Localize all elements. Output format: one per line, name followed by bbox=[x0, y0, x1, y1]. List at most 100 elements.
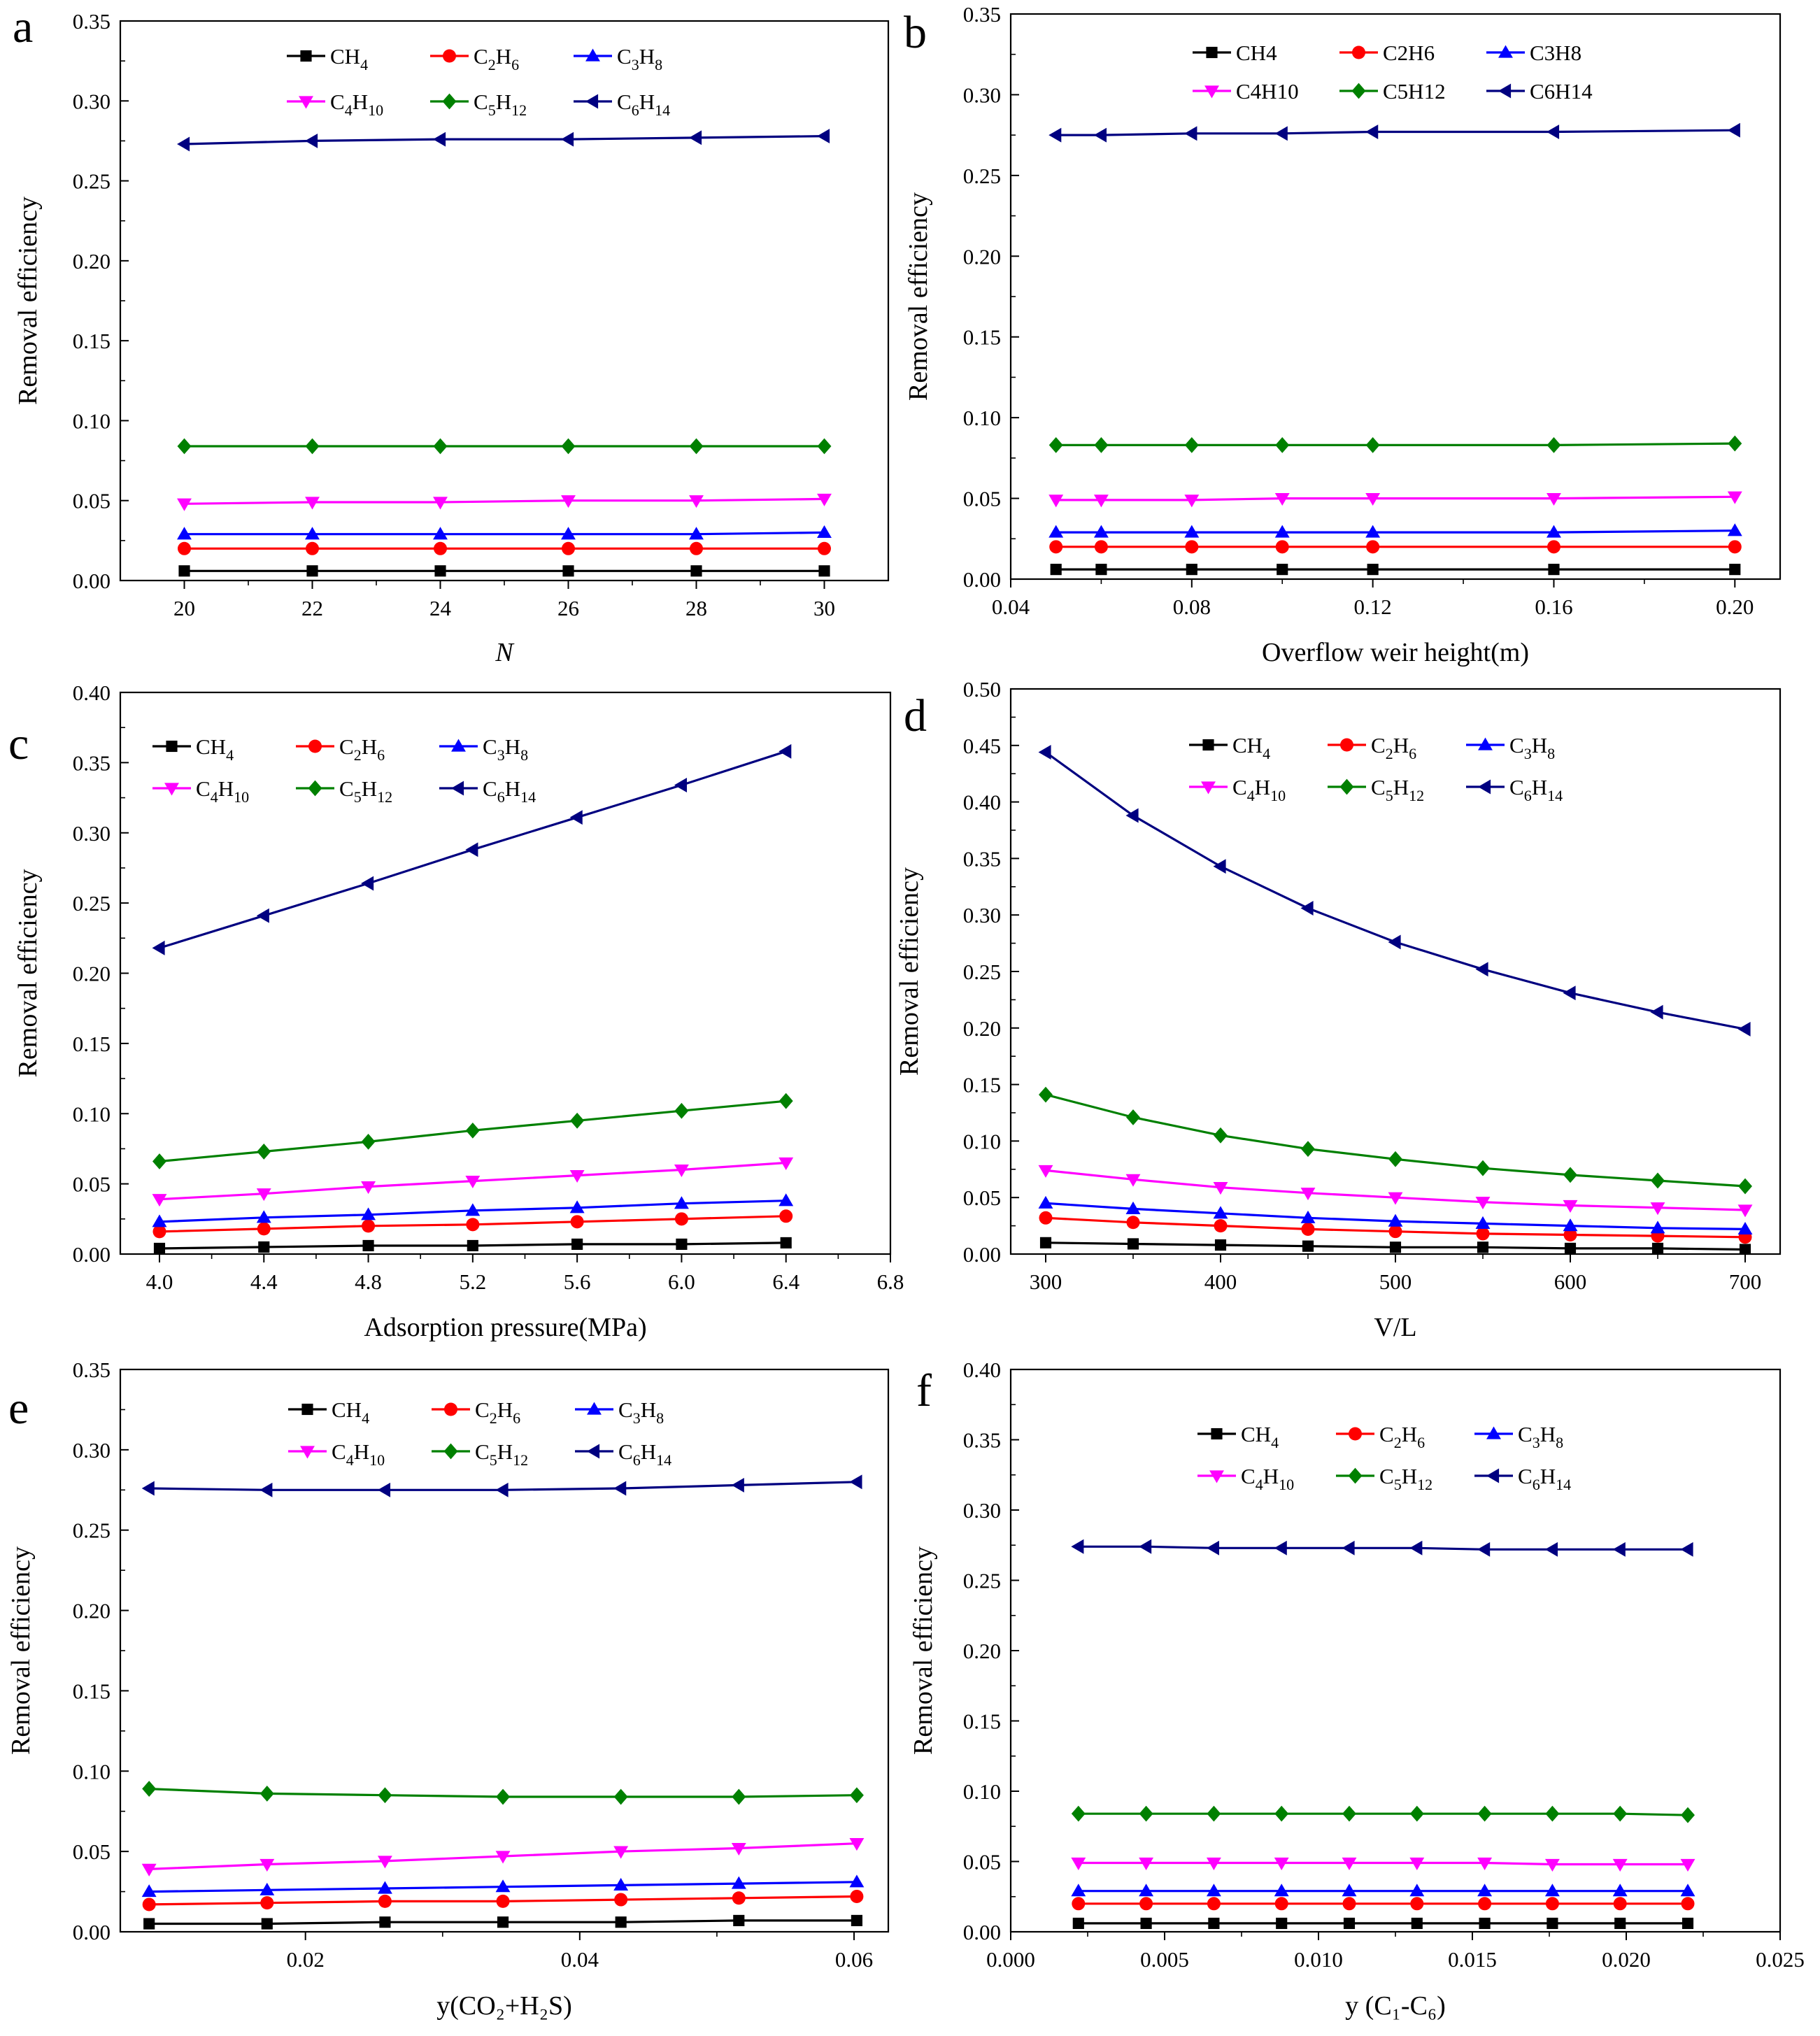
data-point-c3h8 bbox=[849, 1874, 865, 1888]
x-tick-label: 0.08 bbox=[1173, 595, 1211, 619]
x-axis-label: V/L bbox=[1374, 1313, 1416, 1342]
legend-marker-c4h10 bbox=[1204, 85, 1219, 99]
data-point-c2h6 bbox=[1139, 1897, 1153, 1911]
series-line-c4h10 bbox=[184, 497, 825, 505]
data-point-c4h10 bbox=[1365, 492, 1381, 506]
data-point-c6h14 bbox=[377, 1482, 391, 1497]
legend-marker-c6h14 bbox=[587, 1444, 600, 1459]
legend: CH4 C2H6 C3H8 C4H10 C5H12 C6H14 bbox=[1189, 733, 1563, 804]
data-point-c5h12 bbox=[561, 438, 576, 455]
y-tick-label: 0.15 bbox=[73, 1032, 111, 1056]
x-axis-label: Overflow weir height(m) bbox=[1262, 638, 1529, 667]
data-point-c2h6 bbox=[570, 1215, 584, 1229]
data-point-ch4 bbox=[258, 1241, 270, 1253]
data-point-ch4 bbox=[306, 565, 318, 577]
data-point-c6h14 bbox=[465, 842, 478, 857]
data-point-c3h8 bbox=[377, 1881, 392, 1894]
data-point-ch4 bbox=[261, 1918, 273, 1930]
legend-marker-c4h10 bbox=[164, 783, 179, 796]
y-tick-label: 0.35 bbox=[963, 2, 1001, 27]
panel-f: f 0.00 0.05 0.10 0.15 0.20 0.25 0.30 0.35 0.40 0.… bbox=[909, 1358, 1805, 2021]
data-point-c4h10 bbox=[1048, 494, 1064, 508]
data-point-c5h12 bbox=[1613, 1805, 1628, 1822]
data-point-c6h14 bbox=[1206, 1540, 1219, 1556]
y-tick-label: 0.05 bbox=[963, 1850, 1001, 1874]
x-tick-label: 0.015 bbox=[1448, 1947, 1497, 1972]
data-point-c5h12 bbox=[257, 1144, 271, 1160]
data-point-c3h8 bbox=[1365, 525, 1381, 538]
data-point-c5h12 bbox=[1207, 1805, 1221, 1822]
data-point-c6h14 bbox=[1612, 1542, 1626, 1557]
y-tick-label: 0.10 bbox=[73, 1102, 111, 1126]
data-point-ch4 bbox=[1682, 1917, 1694, 1930]
data-point-ch4 bbox=[1739, 1244, 1751, 1254]
y-axis-label: Removal efficiency bbox=[904, 192, 933, 401]
legend-marker-c6h14 bbox=[585, 94, 599, 109]
data-point-c3h8 bbox=[674, 1196, 689, 1209]
legend-marker-c5h12 bbox=[443, 1443, 458, 1460]
data-point-c5h12 bbox=[570, 1112, 585, 1129]
data-point-c2h6 bbox=[1545, 1897, 1559, 1911]
data-point-c4h10 bbox=[1612, 1858, 1628, 1872]
data-point-c6h14 bbox=[731, 1477, 744, 1493]
data-point-c3h8 bbox=[1680, 1884, 1695, 1897]
data-point-ch4 bbox=[1477, 1241, 1489, 1253]
legend-marker-c6h14 bbox=[1486, 1468, 1500, 1483]
data-point-c6h14 bbox=[1038, 745, 1051, 760]
data-point-c6h14 bbox=[1544, 1542, 1558, 1557]
data-point-c2h6 bbox=[1185, 540, 1199, 554]
data-point-ch4 bbox=[562, 565, 574, 577]
y-tick-label: 0.05 bbox=[73, 1172, 111, 1197]
panel-letter: f bbox=[916, 1365, 932, 1416]
data-point-c5h12 bbox=[1728, 435, 1742, 452]
data-point-ch4 bbox=[676, 1238, 688, 1251]
data-point-c2h6 bbox=[1094, 540, 1108, 554]
data-point-c4h10 bbox=[465, 1176, 481, 1189]
y-tick-label: 0.00 bbox=[73, 1920, 111, 1944]
data-point-c6h14 bbox=[1388, 934, 1401, 950]
data-point-c5h12 bbox=[1071, 1805, 1086, 1822]
y-tick-label: 0.10 bbox=[963, 1779, 1001, 1804]
data-point-ch4 bbox=[1214, 1239, 1227, 1251]
plot-area bbox=[177, 129, 832, 577]
x-tick-label: 0.20 bbox=[1716, 595, 1754, 619]
y-tick-label: 0.25 bbox=[963, 960, 1001, 984]
data-point-ch4 bbox=[1564, 1242, 1577, 1254]
data-point-c4h10 bbox=[260, 1858, 275, 1872]
data-point-c3h8 bbox=[1388, 1213, 1403, 1227]
panel-c: c 0.00 0.05 0.10 0.15 0.20 0.25 0.30 0.35 0.40 4.… bbox=[8, 681, 904, 1342]
data-point-c2h6 bbox=[1728, 540, 1742, 554]
data-point-c2h6 bbox=[850, 1889, 864, 1903]
legend-label-c5h12: C5H12 bbox=[475, 1439, 528, 1469]
legend-label-c2h6: C2H6 bbox=[1383, 41, 1435, 65]
legend-label-c3h8: C3H8 bbox=[1518, 1422, 1563, 1451]
y-axis-label: Removal efficiency bbox=[13, 869, 43, 1078]
y-tick-label: 0.30 bbox=[73, 1438, 111, 1462]
x-tick-label: 0.06 bbox=[835, 1947, 873, 1972]
data-point-ch4 bbox=[1186, 564, 1197, 576]
data-point-c3h8 bbox=[1475, 1216, 1491, 1229]
data-point-c5h12 bbox=[177, 438, 192, 455]
data-point-ch4 bbox=[1343, 1917, 1356, 1930]
data-point-ch4 bbox=[1127, 1238, 1139, 1250]
data-point-c5h12 bbox=[496, 1788, 511, 1805]
legend-marker-c6h14 bbox=[451, 781, 464, 796]
data-point-c6h14 bbox=[817, 129, 830, 144]
data-point-c3h8 bbox=[1737, 1221, 1753, 1235]
y-tick-label: 0.15 bbox=[73, 329, 111, 353]
data-point-c5h12 bbox=[1681, 1807, 1695, 1823]
y-tick-label: 0.35 bbox=[963, 846, 1001, 871]
y-tick-label: 0.05 bbox=[73, 1839, 111, 1864]
x-tick-label: 0.000 bbox=[986, 1947, 1035, 1972]
y-tick-label: 0.15 bbox=[73, 1679, 111, 1703]
data-point-c2h6 bbox=[434, 541, 447, 555]
data-point-c3h8 bbox=[613, 1877, 629, 1891]
data-point-c2h6 bbox=[1388, 1225, 1402, 1239]
data-point-c5h12 bbox=[1274, 1805, 1289, 1822]
panel-a: a 0.00 0.05 0.10 0.15 0.20 0.25 0.30 0.35 20 22 24… bbox=[13, 1, 890, 667]
legend-label-c5h12: C5H12 bbox=[1379, 1464, 1432, 1493]
panel-d: d 0.00 0.05 0.10 0.15 0.20 0.25 0.30 0.35 0.40 0.… bbox=[895, 677, 1782, 1342]
data-point-c6h14 bbox=[1184, 126, 1197, 141]
data-point-c4h10 bbox=[731, 1842, 746, 1856]
data-point-c2h6 bbox=[690, 541, 703, 555]
